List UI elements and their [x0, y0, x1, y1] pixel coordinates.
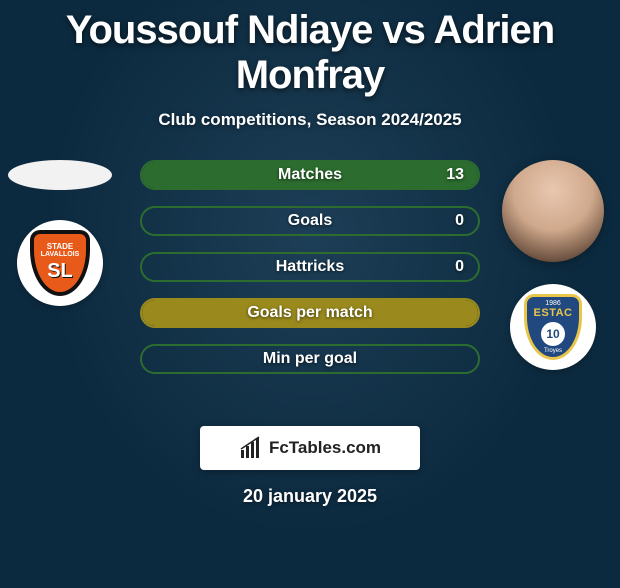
player-right-column: 1986 ESTAC 10 Troyes: [502, 160, 604, 370]
player-right-photo: [502, 160, 604, 262]
club-right-year: 1986: [545, 300, 561, 307]
club-right-city: Troyes: [544, 348, 562, 354]
stat-bar-value: 0: [455, 208, 464, 234]
club-left-line2: LAVALLOIS: [41, 251, 80, 258]
stat-bar-value: 13: [446, 162, 464, 188]
shield-icon: STADE LAVALLOIS SL: [30, 230, 90, 296]
stat-bar: Goals per match: [140, 298, 480, 328]
brand-box: FcTables.com: [200, 426, 420, 470]
club-right-badge: 1986 ESTAC 10 Troyes: [510, 284, 596, 370]
date-label: 20 january 2025: [0, 486, 620, 507]
shield-icon: 1986 ESTAC 10 Troyes: [524, 294, 582, 360]
player-left-column: STADE LAVALLOIS SL: [8, 160, 112, 306]
club-right-name: ESTAC: [534, 307, 573, 319]
stat-bar: Matches 13: [140, 160, 480, 190]
club-right-number: 10: [541, 322, 565, 346]
club-left-badge: STADE LAVALLOIS SL: [17, 220, 103, 306]
stat-bars: Matches 13 Goals 0 Hattricks 0 Goals per match…: [140, 160, 480, 390]
brand-text: FcTables.com: [269, 438, 381, 458]
club-left-line1: STADE: [47, 243, 74, 251]
stat-bar-label: Hattricks: [276, 258, 344, 275]
stat-bar-label: Min per goal: [263, 350, 357, 367]
club-left-initials: SL: [47, 260, 73, 283]
stat-bar-label: Matches: [278, 166, 342, 183]
stat-bar-label: Goals: [288, 212, 332, 229]
stat-bar-label: Goals per match: [247, 304, 372, 321]
bar-chart-icon: [239, 436, 263, 460]
subtitle: Club competitions, Season 2024/2025: [0, 110, 620, 130]
page-title: Youssouf Ndiaye vs Adrien Monfray: [0, 8, 620, 98]
stat-bar: Goals 0: [140, 206, 480, 236]
stat-bar: Min per goal: [140, 344, 480, 374]
stat-bar-value: 0: [455, 254, 464, 280]
stat-bar: Hattricks 0: [140, 252, 480, 282]
player-left-photo: [8, 160, 112, 190]
comparison-panel: STADE LAVALLOIS SL 1986 ESTAC 10 Troyes …: [0, 160, 620, 420]
